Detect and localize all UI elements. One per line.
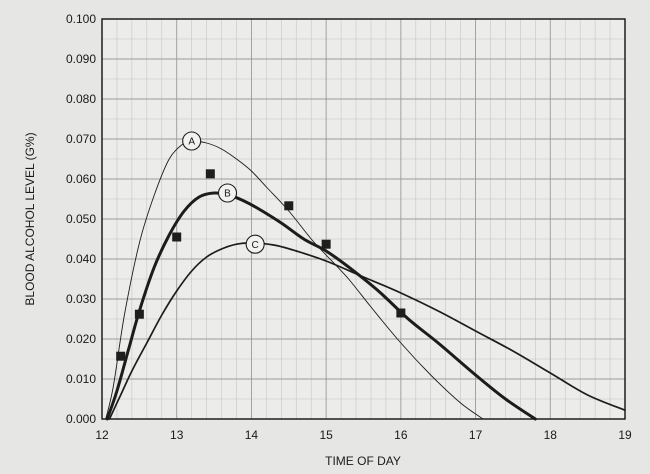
- x-tick-label: 19: [618, 428, 632, 442]
- plot-frame: [101, 18, 626, 420]
- y-axis-label: BLOOD ALCOHOL LEVEL (G%): [23, 132, 37, 305]
- data-point-marker: [172, 232, 182, 242]
- x-tick-label: 14: [245, 428, 259, 442]
- x-tick-label: 18: [544, 428, 558, 442]
- callout-label-c: C: [252, 240, 259, 251]
- x-tick-label: 16: [394, 428, 408, 442]
- y-tick-label: 0.070: [66, 132, 96, 146]
- y-tick-label: 0.060: [66, 172, 96, 186]
- y-tick-label: 0.000: [66, 412, 96, 426]
- marker-layer: [116, 169, 406, 361]
- x-axis-label: TIME OF DAY: [325, 454, 401, 468]
- data-point-marker: [116, 351, 126, 361]
- y-tick-label: 0.010: [66, 372, 96, 386]
- y-tick-label: 0.040: [66, 252, 96, 266]
- curve-b: [105, 191, 537, 421]
- curve-callouts: A B C: [182, 131, 265, 254]
- x-tick-label: 15: [319, 428, 333, 442]
- callout-circle-b: [217, 183, 238, 203]
- x-tick-label: 12: [95, 428, 109, 442]
- y-tick-label: 0.020: [66, 332, 96, 346]
- y-tick-label: 0.090: [66, 52, 96, 66]
- y-tick-label: 0.030: [66, 292, 96, 306]
- data-point-marker: [284, 201, 294, 211]
- data-point-marker: [134, 309, 144, 319]
- callout-label-a: A: [188, 137, 195, 148]
- y-tick-label: 0.080: [66, 92, 96, 106]
- y-tick-label: 0.100: [66, 12, 96, 26]
- x-tick-label: 17: [469, 428, 483, 442]
- x-tick-labels: 12 13 14 15 16 17 18 19: [95, 428, 632, 442]
- callout-label-b: B: [224, 189, 231, 200]
- data-point-marker: [205, 169, 215, 179]
- x-tick-label: 13: [170, 428, 184, 442]
- curve-a: [105, 140, 484, 420]
- data-point-marker: [321, 239, 331, 249]
- data-point-marker: [396, 308, 406, 318]
- y-tick-label: 0.050: [66, 212, 96, 226]
- callout-circle-c: [245, 234, 265, 254]
- callout-circle-a: [182, 131, 202, 151]
- y-tick-labels: 0.000 0.010 0.020 0.030 0.040 0.050 0.060 0.070…: [66, 12, 96, 426]
